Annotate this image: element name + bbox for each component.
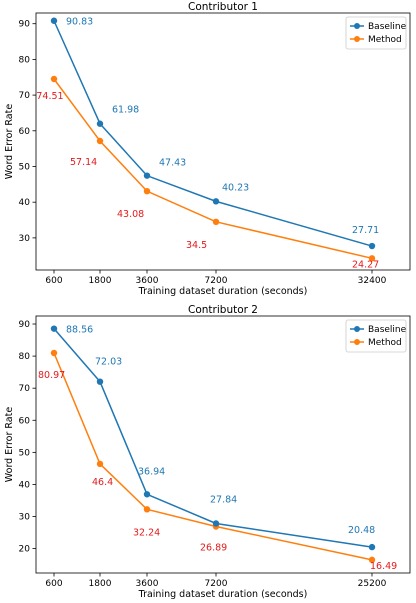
data-label-method: 74.51 [36, 91, 63, 102]
chart-panel-2: Contributor 2 20 30 40 50 60 70 80 90 600 1800 3600… [4, 304, 411, 600]
x-axis-label: Training dataset duration (seconds) [138, 589, 308, 600]
y-tick-label: 50 [19, 162, 31, 172]
y-tick-label: 80 [19, 352, 31, 362]
legend-label-method: Method [368, 338, 402, 348]
y-tick-label: 60 [19, 416, 31, 426]
legend-label-baseline: Baseline [368, 22, 407, 32]
y-axis-label: Word Error Rate [4, 407, 15, 483]
y-tick-label: 40 [19, 480, 31, 490]
data-point-method [143, 187, 151, 195]
chart-title: Contributor 1 [188, 1, 258, 13]
data-point-baseline [368, 242, 376, 250]
y-axis-label: Word Error Rate [4, 104, 15, 180]
x-tick-label: 1800 [89, 579, 112, 589]
y-tick-label: 30 [19, 513, 31, 523]
data-label-baseline: 61.98 [112, 105, 139, 116]
data-point-method [143, 506, 151, 513]
x-tick-label: 7200 [205, 579, 228, 589]
data-point-method [50, 75, 58, 83]
data-label-method: 46.4 [92, 477, 113, 488]
legend-label-method: Method [368, 35, 402, 45]
data-label-method: 43.08 [117, 209, 144, 220]
chart-title: Contributor 2 [188, 304, 258, 316]
data-label-method: 57.14 [70, 157, 97, 168]
data-point-baseline [96, 120, 104, 127]
data-point-baseline [143, 491, 151, 498]
y-tick-label: 80 [19, 55, 31, 65]
data-label-baseline: 72.03 [95, 357, 122, 368]
legend-label-baseline: Baseline [368, 325, 407, 335]
data-label-baseline: 47.43 [159, 158, 186, 169]
plot-frame [35, 315, 411, 574]
data-label-method: 32.24 [133, 527, 160, 538]
y-tick-label: 30 [19, 234, 31, 244]
y-tick-label: 50 [19, 448, 31, 458]
y-tick-label: 60 [19, 127, 31, 137]
y-tick-label: 40 [19, 198, 31, 208]
data-point-baseline [212, 520, 220, 527]
data-label-method: 26.89 [200, 543, 227, 554]
x-tick-label: 600 [45, 579, 62, 589]
legend-box [345, 16, 407, 50]
legend-swatch-marker [354, 23, 360, 29]
y-tick-label: 90 [19, 20, 31, 30]
data-label-method: 80.97 [38, 370, 65, 381]
data-label-baseline: 27.84 [210, 494, 237, 505]
x-tick-label: 3600 [136, 579, 159, 589]
data-label-baseline: 88.56 [66, 325, 93, 336]
data-label-baseline: 20.48 [348, 525, 375, 536]
x-tick-label: 600 [45, 276, 62, 286]
data-label-baseline: 40.23 [222, 182, 249, 193]
data-point-baseline [368, 543, 376, 551]
data-point-method [212, 218, 220, 226]
y-tick-label: 90 [19, 320, 31, 330]
data-point-baseline [143, 172, 151, 179]
data-label-method: 34.5 [186, 240, 207, 251]
legend-swatch-marker [354, 326, 360, 332]
data-point-baseline [96, 378, 104, 385]
data-label-method: 24.27 [352, 259, 379, 270]
x-tick-label: 7200 [205, 276, 228, 286]
data-label-method: 16.49 [370, 561, 397, 572]
plot-frame [35, 12, 411, 271]
legend-swatch-marker [354, 339, 360, 345]
data-label-baseline: 27.71 [352, 225, 379, 236]
data-point-method [50, 349, 58, 357]
x-tick-label: 25200 [358, 579, 387, 589]
data-point-method [96, 460, 104, 468]
data-point-baseline [212, 198, 220, 205]
data-point-baseline [50, 17, 58, 24]
x-axis-label: Training dataset duration (seconds) [138, 286, 308, 297]
data-label-baseline: 36.94 [138, 466, 165, 477]
data-point-method [368, 255, 376, 262]
data-point-baseline [50, 325, 58, 332]
chart-panel-1: Contributor 1 30 40 50 60 70 80 90 600 1800 3600 72… [4, 1, 411, 297]
x-tick-label: 3600 [136, 276, 159, 286]
y-tick-label: 20 [19, 545, 31, 555]
data-label-baseline: 90.83 [66, 17, 93, 28]
y-tick-label: 70 [19, 384, 31, 394]
legend-swatch-marker [354, 36, 360, 42]
x-tick-label: 32400 [358, 276, 387, 286]
data-point-method [368, 556, 376, 564]
y-tick-label: 70 [19, 91, 31, 101]
x-tick-label: 1800 [89, 276, 112, 286]
data-point-method [96, 137, 104, 145]
legend-box [345, 319, 407, 353]
